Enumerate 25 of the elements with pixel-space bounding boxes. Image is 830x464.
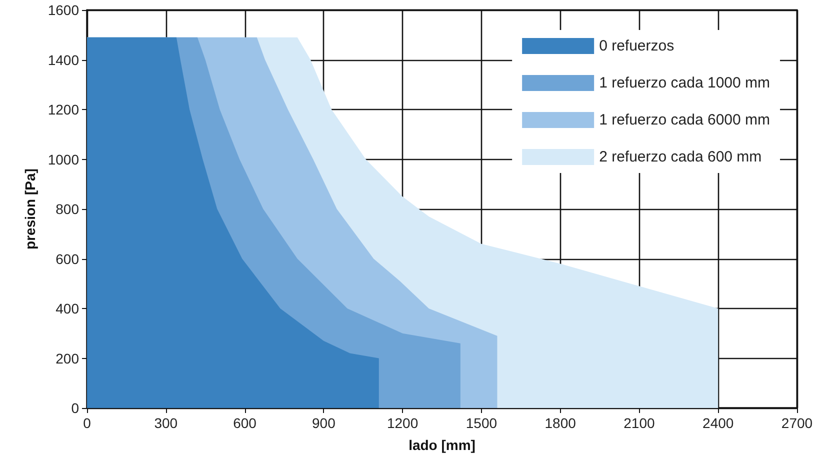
legend-label: 1 refuerzo cada 1000 mm <box>599 74 770 92</box>
y-tick-label: 400 <box>56 300 80 316</box>
y-tick-label: 600 <box>56 250 80 267</box>
legend-label: 1 refuerzo cada 6000 mm <box>599 112 770 128</box>
x-tick-label: 0 <box>83 415 92 431</box>
legend-label: 2 refuerzo cada 600 mm <box>599 148 762 166</box>
y-tick-label: 1600 <box>48 2 80 18</box>
x-tick-label: 300 <box>154 415 178 431</box>
y-tick-label: 1200 <box>48 102 80 118</box>
y-tick-label: 1400 <box>48 52 80 68</box>
x-tick-label: 1800 <box>544 415 576 431</box>
x-tick-label: 1500 <box>466 415 498 431</box>
x-tick-label: 2400 <box>702 415 734 431</box>
y-tick-label: 0 <box>71 400 80 416</box>
legend-label: 0 refuerzos <box>599 38 674 54</box>
y-tick-label: 1000 <box>48 151 80 168</box>
x-tick-label: 600 <box>233 415 257 431</box>
x-tick-label: 2700 <box>781 415 813 431</box>
y-axis-title: presion [Pa] <box>22 168 38 250</box>
x-axis-title: lado [mm] <box>408 437 476 453</box>
x-tick-label: 1200 <box>386 415 418 431</box>
x-tick-label: 900 <box>312 415 336 431</box>
y-tick-label: 800 <box>56 201 80 217</box>
y-tick-label: 200 <box>56 350 80 366</box>
x-tick-label: 2100 <box>624 415 656 431</box>
